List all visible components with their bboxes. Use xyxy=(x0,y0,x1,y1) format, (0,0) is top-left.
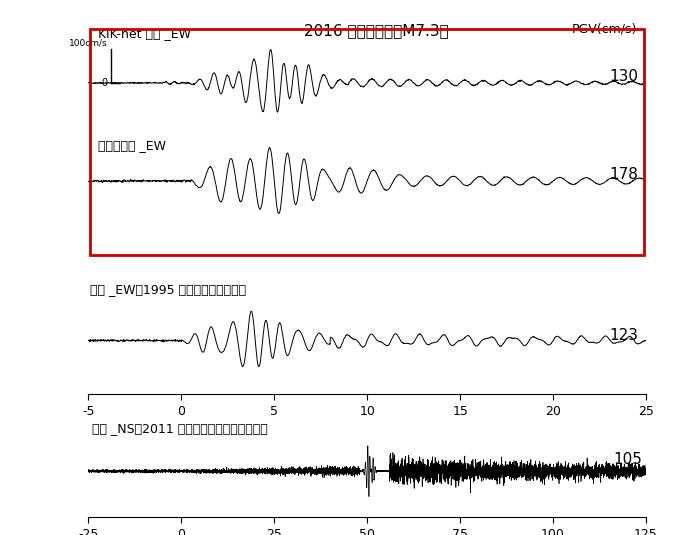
Text: 178: 178 xyxy=(610,167,639,182)
Text: 130: 130 xyxy=(609,68,639,84)
X-axis label: time(s): time(s) xyxy=(345,421,390,433)
Text: PGV(cm/s): PGV(cm/s) xyxy=(571,23,636,36)
Text: 105: 105 xyxy=(613,452,643,467)
Text: 蕃合 _EW（1995 年兵庫県南部地震）: 蕃合 _EW（1995 年兵庫県南部地震） xyxy=(90,284,246,296)
Text: 益城町宮園 _EW: 益城町宮園 _EW xyxy=(98,139,166,151)
Text: 0: 0 xyxy=(102,78,108,88)
Text: 筑館 _NS（2011 年東北地方太平洋沖地震）: 筑館 _NS（2011 年東北地方太平洋沖地震） xyxy=(92,422,268,435)
Text: 100cm/s: 100cm/s xyxy=(69,39,108,47)
Text: 2016 年熊本地震（M7.3）: 2016 年熊本地震（M7.3） xyxy=(304,23,449,38)
Text: KiK-net 益城 _EW: KiK-net 益城 _EW xyxy=(98,27,190,40)
Text: 123: 123 xyxy=(609,328,639,343)
